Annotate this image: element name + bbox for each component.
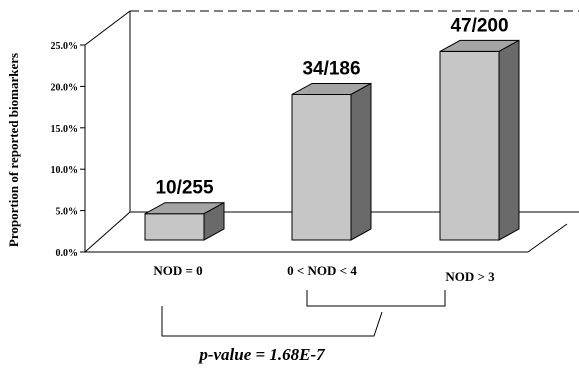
- y-axis-ticks: 0.0% 5.0% 10.0% 15.0% 20.0% 25.0%: [51, 41, 85, 259]
- category-label: NOD = 0: [153, 263, 202, 278]
- bars: [144, 39, 520, 241]
- y-axis-label: Proportion of reported biomarkers: [6, 53, 21, 247]
- y-tick-label: 25.0%: [51, 41, 79, 52]
- bracket-outer: [161, 306, 383, 337]
- bar: [291, 82, 372, 241]
- y-tick-label: 5.0%: [56, 207, 79, 218]
- category-label: NOD > 3: [445, 269, 495, 284]
- bar-data-label: 47/200: [450, 15, 508, 36]
- p-value-annotation: p-value = 1.68E-7: [197, 345, 326, 364]
- data-labels: 10/255 34/186 47/200: [155, 15, 508, 198]
- y-tick-label: 10.0%: [51, 165, 79, 176]
- bar: [144, 201, 225, 241]
- bar-front-face: [144, 213, 205, 241]
- bar-front-face: [291, 93, 352, 241]
- bar-data-label: 34/186: [302, 58, 360, 79]
- bar-side-face: [498, 39, 520, 241]
- y-tick-label: 0.0%: [56, 248, 79, 259]
- significance-brackets: [161, 290, 446, 337]
- floor-right-edge: [527, 223, 568, 253]
- category-label: 0 < NOD < 4: [287, 263, 357, 278]
- left-wall-top-edge: [84, 10, 131, 46]
- bar-side-face: [203, 201, 225, 241]
- category-labels: NOD = 0 0 < NOD < 4 NOD > 3: [153, 263, 495, 284]
- y-tick-label: 15.0%: [51, 124, 79, 135]
- bar-side-face: [350, 82, 372, 241]
- y-tick-label: 20.0%: [51, 82, 79, 93]
- floor-left-edge: [84, 211, 131, 253]
- bar-data-label: 10/255: [155, 178, 214, 199]
- bar-front-face: [439, 50, 500, 241]
- bar: [439, 39, 520, 241]
- bracket-inner: [306, 290, 446, 307]
